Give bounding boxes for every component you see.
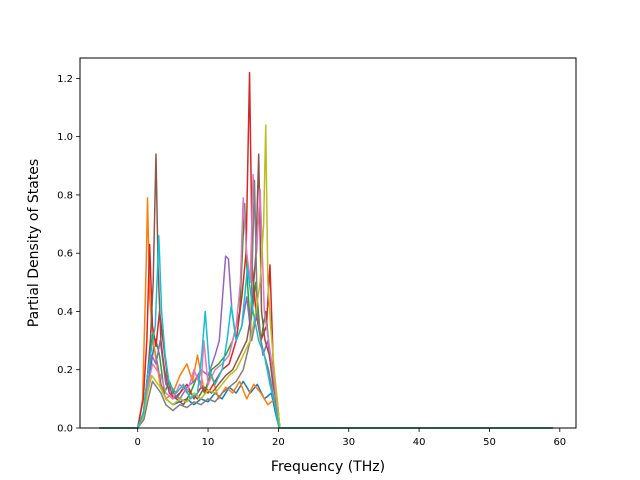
pdos-series-line-8 xyxy=(99,179,553,429)
x-tick-label: 20 xyxy=(272,437,285,448)
x-axis-label: Frequency (THz) xyxy=(271,459,385,475)
y-tick-label: 0.6 xyxy=(57,249,73,260)
x-tick-label: 10 xyxy=(202,437,215,448)
y-tick-label: 1.0 xyxy=(57,132,73,143)
y-tick-label: 0.8 xyxy=(57,190,73,201)
y-tick-label: 0.2 xyxy=(57,365,73,376)
y-tick-label: 0.4 xyxy=(57,307,73,318)
pdos-series-line-10 xyxy=(99,234,553,429)
y-axis-ticks: 0.0 0.2 0.4 0.6 0.8 1.0 1.2 xyxy=(57,74,80,435)
x-tick-label: 50 xyxy=(483,437,496,448)
y-axis-label: Partial Density of States xyxy=(26,159,42,327)
x-tick-label: 0 xyxy=(135,437,141,448)
plot-frame xyxy=(79,57,577,429)
x-tick-label: 60 xyxy=(553,437,566,448)
pdos-series-line-5 xyxy=(99,255,553,429)
pdos-series-line-7 xyxy=(99,173,553,429)
pdos-series-line-6 xyxy=(99,153,553,429)
x-tick-label: 30 xyxy=(342,437,355,448)
x-axis-ticks: 0 10 20 30 40 50 60 xyxy=(135,428,566,448)
y-tick-label: 0.0 xyxy=(57,424,73,435)
y-tick-label: 1.2 xyxy=(57,74,73,85)
series-layer xyxy=(99,71,553,429)
x-tick-label: 40 xyxy=(413,437,426,448)
pdos-series-line-9 xyxy=(99,124,553,429)
